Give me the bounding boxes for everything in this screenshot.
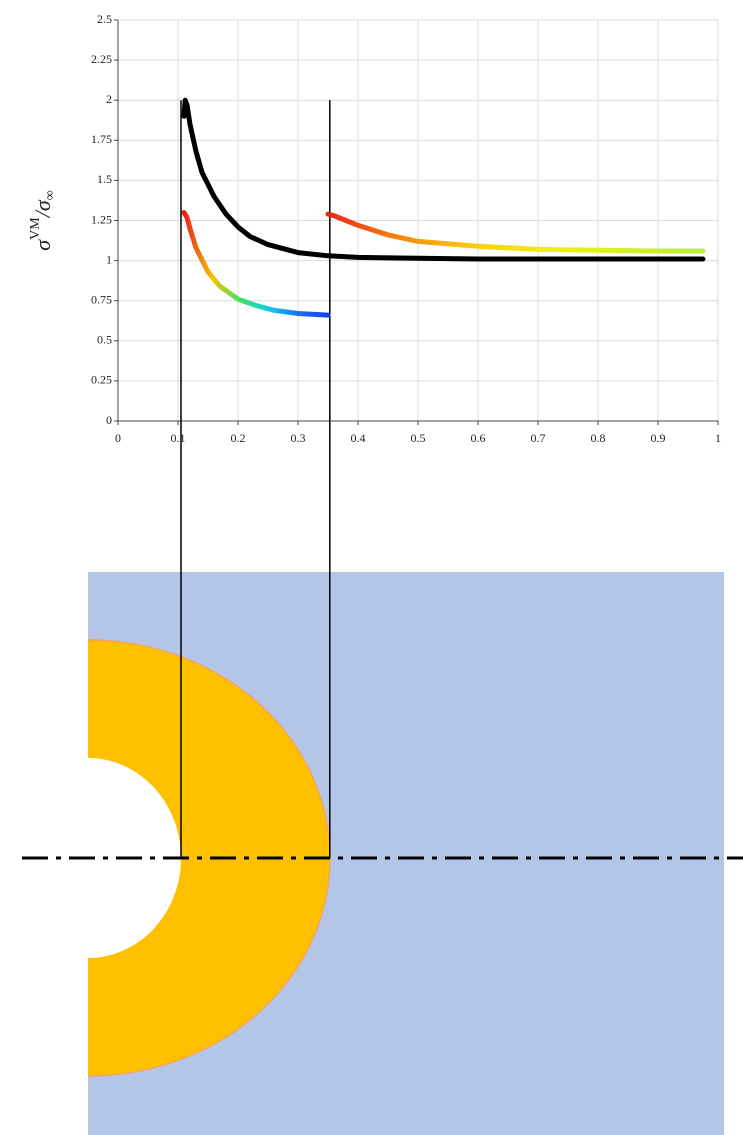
x-tick-label: 0.1 (171, 431, 186, 445)
figure: 0 0.25 0.5 0.75 1 1.25 1.5 1.75 2 2.25 2.5 0 0.1 0.2 0… (0, 0, 743, 1135)
series-line (328, 214, 703, 251)
x-tick-label: 0.3 (291, 431, 306, 445)
y-axis-label: σVM/σ∞ (28, 190, 58, 250)
y-tick-label: 2.5 (97, 12, 112, 26)
y-tick-label: 1.25 (91, 212, 112, 226)
x-tick-label: 0.5 (411, 431, 426, 445)
y-tick-label: 2.25 (91, 52, 112, 66)
y-axis-label-part: ∞ (43, 190, 58, 200)
x-tick-label: 0.9 (651, 431, 666, 445)
y-tick-label: 0.5 (97, 333, 112, 347)
x-tick-label: 1 (715, 431, 721, 445)
y-tick-label: 1 (106, 252, 112, 266)
y-tick-label: 0 (106, 413, 112, 427)
series-line (184, 213, 328, 316)
x-tick-label: 0.4 (351, 431, 366, 445)
x-tick-label: 0 (115, 431, 121, 445)
y-tick-label: 1.5 (97, 172, 112, 186)
series-line (184, 100, 703, 259)
y-tick-label: 2 (106, 92, 112, 106)
y-axis-label-part: VM (28, 217, 43, 240)
y-tick-label: 0.75 (91, 292, 112, 306)
x-tick-label: 0.7 (531, 431, 546, 445)
y-axis-label-part: /σ (30, 199, 55, 219)
y-tick-label: 1.75 (91, 132, 112, 146)
page: 0 0.25 0.5 0.75 1 1.25 1.5 1.75 2 2.25 2.5 0 0.1 0.2 0… (0, 0, 743, 1135)
cross-section (0, 572, 743, 1135)
x-tick-label: 0.6 (471, 431, 486, 445)
x-tick-label: 0.8 (591, 431, 606, 445)
y-tick-label: 0.25 (91, 373, 112, 387)
x-tick-label: 0.2 (231, 431, 246, 445)
